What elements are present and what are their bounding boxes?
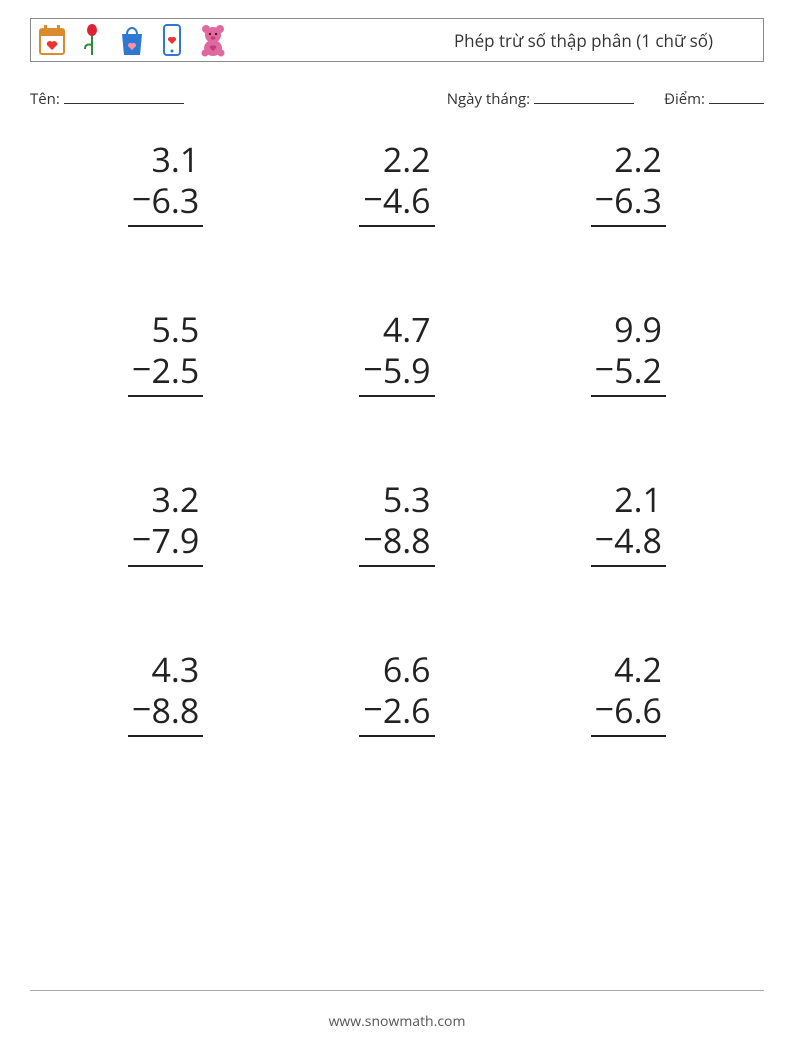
minus-sign: −	[363, 178, 382, 219]
minuend: 2.1	[591, 479, 666, 520]
subtrahend-row: −5.9	[359, 350, 434, 396]
date-field: Ngày tháng:	[447, 88, 634, 109]
worksheet-page: Phép trừ số thập phân (1 chữ số) Tên: Ng…	[0, 0, 794, 1053]
subtraction-stack: 2.2−4.6	[359, 139, 434, 227]
subtraction-stack: 3.2−7.9	[128, 479, 203, 567]
teddy-bear-icon	[197, 23, 229, 57]
subtrahend-row: −4.6	[359, 180, 434, 226]
footer-url: www.snowmath.com	[0, 1012, 794, 1031]
subtrahend-row: −2.6	[359, 690, 434, 736]
subtrahend: 6.3	[151, 177, 199, 223]
subtraction-stack: 9.9−5.2	[591, 309, 666, 397]
subtrahend: 5.2	[614, 347, 662, 393]
date-blank[interactable]	[534, 88, 634, 104]
minus-sign: −	[132, 348, 151, 389]
problems-grid: 3.1−6.32.2−4.62.2−6.35.5−2.54.7−5.99.9−5…	[30, 139, 764, 737]
problem-4: 5.5−2.5	[50, 309, 281, 397]
phone-heart-icon	[161, 23, 183, 57]
subtrahend: 2.6	[383, 687, 431, 733]
info-fields-row: Tên: Ngày tháng: Điểm:	[30, 88, 764, 109]
problem-2: 2.2−4.6	[281, 139, 512, 227]
minus-sign: −	[595, 178, 614, 219]
problem-8: 5.3−8.8	[281, 479, 512, 567]
shopping-bag-heart-icon	[117, 23, 147, 57]
header-icons	[37, 23, 229, 57]
subtraction-stack: 3.1−6.3	[128, 139, 203, 227]
subtrahend-row: −4.8	[591, 520, 666, 566]
rose-icon	[81, 23, 103, 57]
minuend: 3.1	[128, 139, 203, 180]
subtrahend: 4.6	[383, 177, 431, 223]
subtraction-stack: 4.3−8.8	[128, 649, 203, 737]
subtraction-stack: 4.2−6.6	[591, 649, 666, 737]
subtraction-stack: 2.1−4.8	[591, 479, 666, 567]
problem-1: 3.1−6.3	[50, 139, 281, 227]
subtrahend: 5.9	[383, 347, 431, 393]
subtrahend-row: −2.5	[128, 350, 203, 396]
minuend: 5.5	[128, 309, 203, 350]
subtrahend-row: −6.3	[128, 180, 203, 226]
minus-sign: −	[595, 688, 614, 729]
problem-3: 2.2−6.3	[513, 139, 744, 227]
score-blank[interactable]	[709, 88, 764, 104]
problem-7: 3.2−7.9	[50, 479, 281, 567]
subtrahend: 8.8	[151, 687, 199, 733]
minus-sign: −	[132, 178, 151, 219]
minus-sign: −	[595, 348, 614, 389]
subtrahend: 2.5	[151, 347, 199, 393]
footer-divider	[30, 990, 764, 991]
worksheet-title: Phép trừ số thập phân (1 chữ số)	[454, 29, 753, 52]
date-label: Ngày tháng:	[447, 89, 530, 109]
subtrahend: 4.8	[614, 517, 662, 563]
name-label: Tên:	[30, 89, 60, 109]
minuend: 4.2	[591, 649, 666, 690]
name-field: Tên:	[30, 88, 184, 109]
subtrahend-row: −5.2	[591, 350, 666, 396]
problem-6: 9.9−5.2	[513, 309, 744, 397]
minus-sign: −	[363, 688, 382, 729]
subtrahend-row: −6.6	[591, 690, 666, 736]
problem-9: 2.1−4.8	[513, 479, 744, 567]
minus-sign: −	[132, 688, 151, 729]
subtraction-stack: 2.2−6.3	[591, 139, 666, 227]
problem-12: 4.2−6.6	[513, 649, 744, 737]
minuend: 2.2	[591, 139, 666, 180]
minuend: 9.9	[591, 309, 666, 350]
name-blank[interactable]	[64, 88, 184, 104]
minuend: 3.2	[128, 479, 203, 520]
minus-sign: −	[363, 518, 382, 559]
subtrahend: 6.6	[614, 687, 662, 733]
minuend: 5.3	[359, 479, 434, 520]
problem-5: 4.7−5.9	[281, 309, 512, 397]
subtrahend: 7.9	[151, 517, 199, 563]
subtraction-stack: 4.7−5.9	[359, 309, 434, 397]
subtrahend: 8.8	[383, 517, 431, 563]
subtraction-stack: 6.6−2.6	[359, 649, 434, 737]
score-label: Điểm:	[664, 89, 705, 109]
header-box: Phép trừ số thập phân (1 chữ số)	[30, 18, 764, 62]
minuend: 4.3	[128, 649, 203, 690]
minus-sign: −	[595, 518, 614, 559]
subtraction-stack: 5.5−2.5	[128, 309, 203, 397]
subtrahend-row: −6.3	[591, 180, 666, 226]
minus-sign: −	[363, 348, 382, 389]
subtraction-stack: 5.3−8.8	[359, 479, 434, 567]
problem-11: 6.6−2.6	[281, 649, 512, 737]
calendar-heart-icon	[37, 23, 67, 57]
subtrahend-row: −7.9	[128, 520, 203, 566]
minuend: 6.6	[359, 649, 434, 690]
score-field: Điểm:	[664, 88, 764, 109]
subtrahend-row: −8.8	[359, 520, 434, 566]
problem-10: 4.3−8.8	[50, 649, 281, 737]
subtrahend-row: −8.8	[128, 690, 203, 736]
minuend: 4.7	[359, 309, 434, 350]
subtrahend: 6.3	[614, 177, 662, 223]
minuend: 2.2	[359, 139, 434, 180]
minus-sign: −	[132, 518, 151, 559]
